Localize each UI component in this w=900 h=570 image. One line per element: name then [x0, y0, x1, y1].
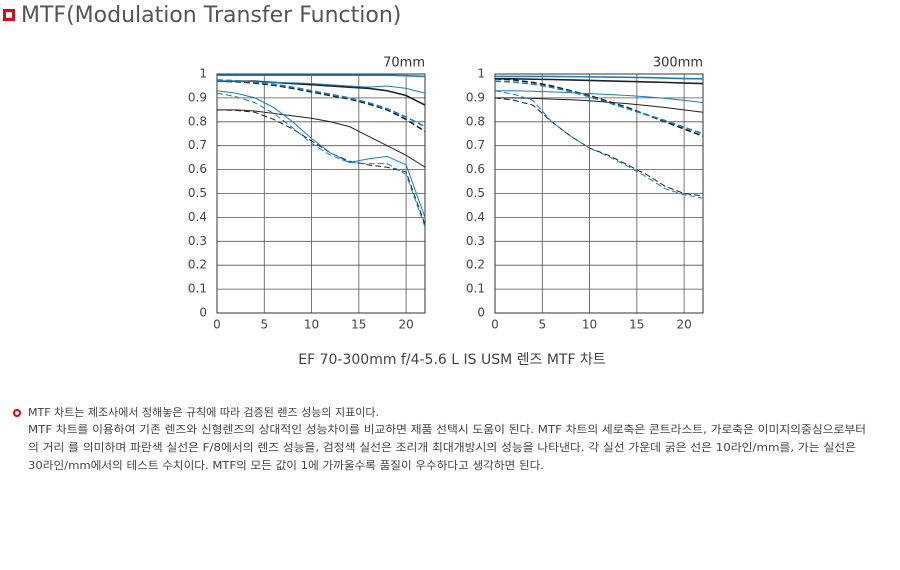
mtf-line: [495, 97, 704, 113]
mtf-line: [494, 80, 704, 135]
y-tick-label: 0.6: [466, 162, 485, 176]
y-tick-label: 0.6: [188, 162, 207, 176]
x-tick-label: 10: [582, 318, 597, 332]
y-tick-label: 1: [199, 67, 207, 81]
y-tick-label: 0.1: [466, 282, 485, 296]
mtf-line: [494, 77, 704, 137]
y-tick-label: 0.5: [188, 186, 207, 200]
y-tick-label: 1: [477, 67, 485, 81]
x-tick-label: 10: [304, 318, 319, 332]
title-icon-inner: [6, 12, 12, 18]
mtf-line: [216, 80, 426, 133]
mtf-line: [494, 97, 704, 197]
x-tick-label: 15: [629, 318, 644, 332]
note-line: MTF 차트는 제조사에서 정해놓은 규칙에 따라 검증된 렌즈 성능의 지표이…: [28, 405, 379, 419]
page-title: MTF(Modulation Transfer Function): [21, 3, 401, 28]
note-line: 30라인/mm에서의 테스트 수치이다. MTF의 모든 값이 1에 가까울수록…: [28, 458, 544, 472]
y-tick-label: 0: [199, 306, 207, 320]
y-tick-label: 0.3: [466, 234, 485, 248]
plot-frame: [494, 73, 704, 314]
y-tick-label: 0.9: [466, 90, 485, 104]
x-tick-label: 20: [676, 318, 691, 332]
mtf-line: [216, 92, 426, 228]
mtf-line: [216, 79, 426, 128]
x-tick-label: 5: [260, 318, 268, 332]
x-tick-label: 0: [213, 318, 221, 332]
y-tick-label: 0.4: [466, 210, 485, 224]
chart-title: 300mm: [653, 56, 703, 71]
y-tick-label: 0.8: [466, 114, 485, 128]
x-tick-label: 20: [398, 318, 413, 332]
y-tick-label: 0.2: [466, 258, 485, 272]
chart-caption: EF 70-300mm f/4-5.6 L IS USM 렌즈 MTF 차트: [298, 352, 606, 368]
mtf-line: [495, 75, 704, 80]
mtf-line: [217, 80, 426, 94]
y-tick-label: 0: [477, 306, 485, 320]
y-tick-label: 0.5: [466, 186, 485, 200]
x-tick-label: 15: [351, 318, 366, 332]
y-tick-label: 0.4: [188, 210, 207, 224]
y-tick-label: 0.2: [188, 258, 207, 272]
y-tick-label: 0.7: [466, 138, 485, 152]
x-tick-label: 0: [491, 318, 499, 332]
mtf-line: [217, 74, 426, 78]
y-tick-label: 0.1: [188, 282, 207, 296]
mtf-line: [216, 90, 426, 218]
x-tick-label: 5: [538, 318, 546, 332]
y-tick-label: 0.8: [188, 114, 207, 128]
y-tick-label: 0.3: [188, 234, 207, 248]
note-line: MTF 차트를 이용하여 기존 렌즈와 신형렌즈의 상대적인 성능차이를 비교하…: [28, 422, 866, 436]
mtf-line: [494, 90, 704, 199]
y-tick-label: 0.9: [188, 90, 207, 104]
mtf-line: [495, 77, 704, 85]
plot-frame: [216, 73, 426, 314]
mtf-line: [495, 90, 704, 104]
note-bullet: [13, 409, 21, 417]
chart-title: 70mm: [383, 56, 425, 71]
mtf-line: [217, 109, 426, 168]
mtf-line: [216, 109, 426, 225]
y-tick-label: 0.7: [188, 138, 207, 152]
note-line: 의 거리 를 의미하며 파란색 실선은 F/8에서의 렌즈 성능을, 검정색 실…: [28, 440, 856, 454]
